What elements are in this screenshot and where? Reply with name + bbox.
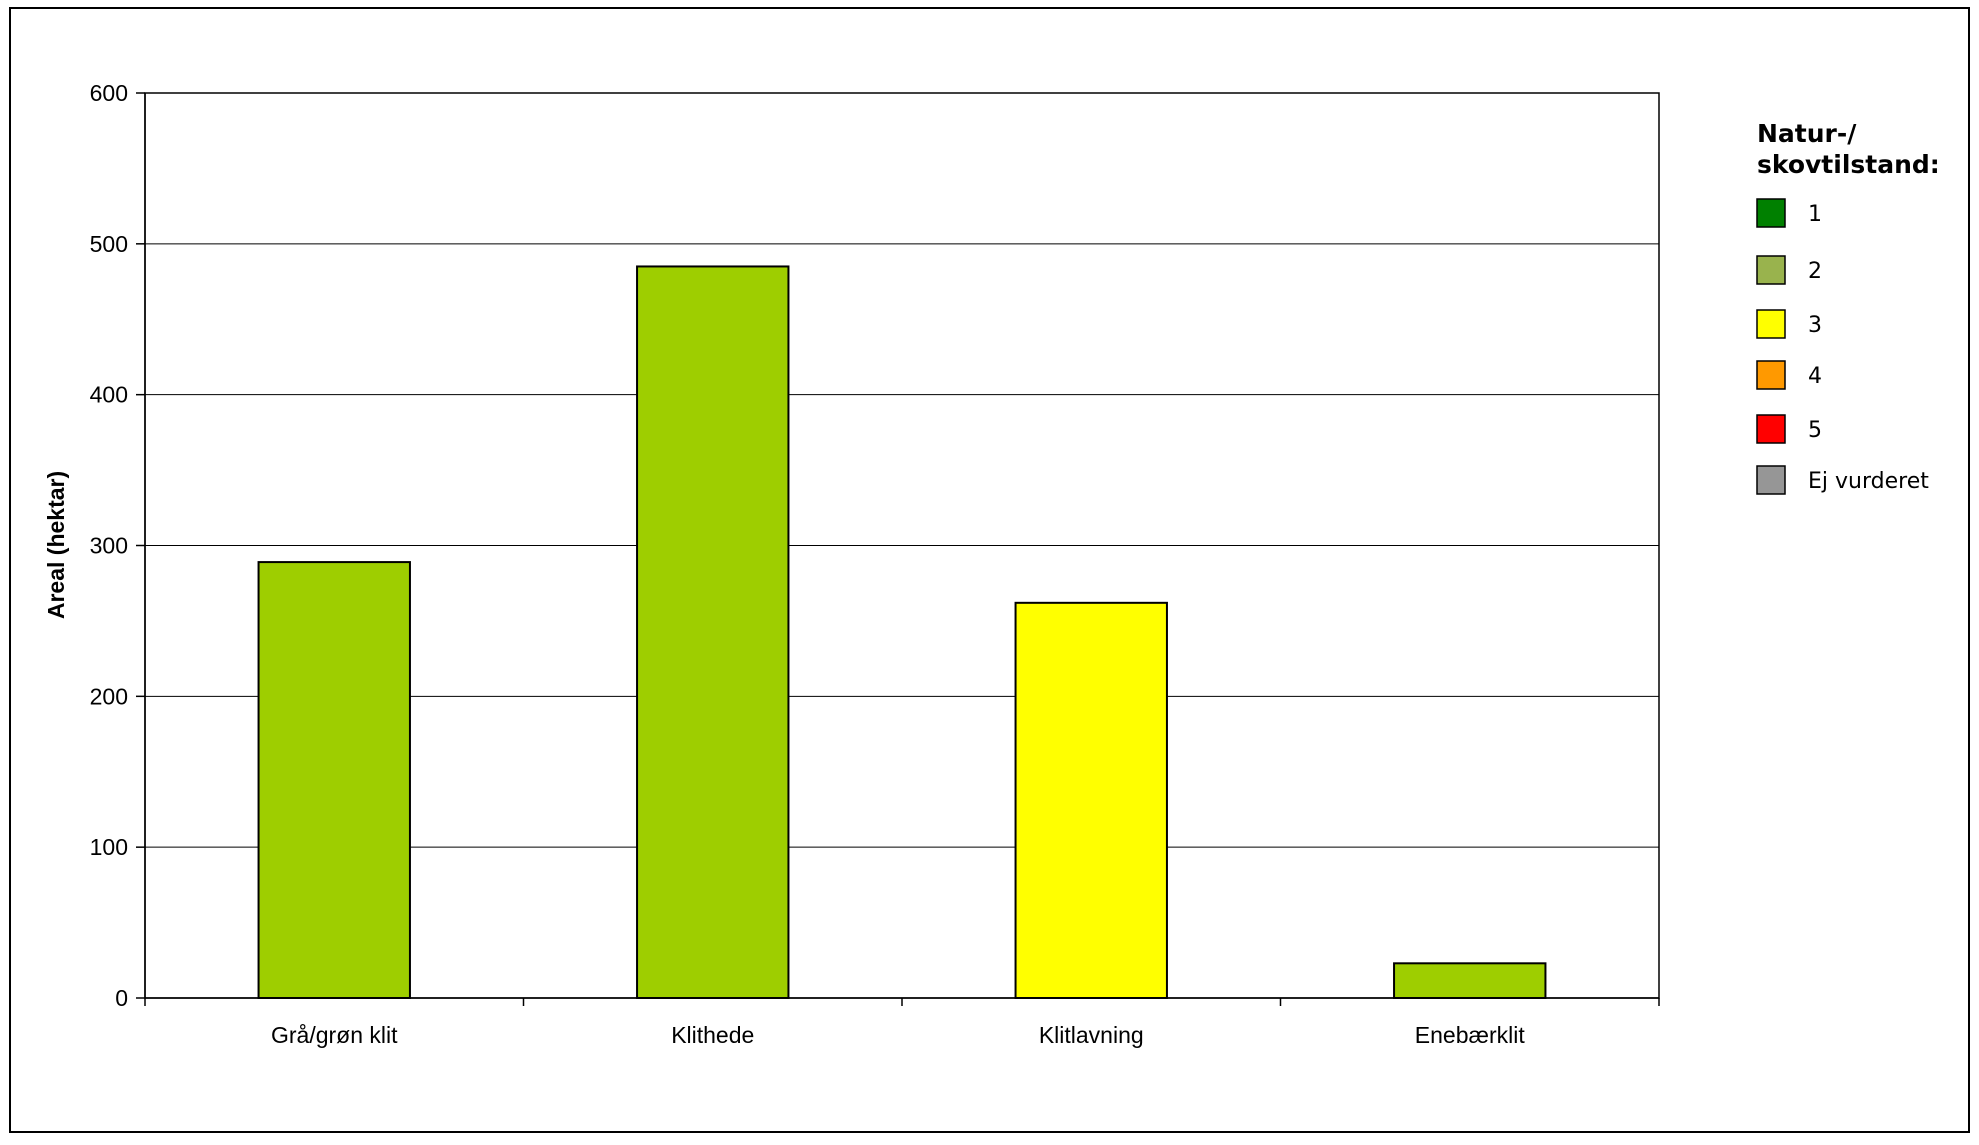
legend-label: 3 <box>1808 313 1822 338</box>
y-tick-label: 100 <box>90 834 128 860</box>
x-tick-label: Klithede <box>671 1022 754 1048</box>
legend-label: 4 <box>1808 364 1822 389</box>
bar-2 <box>636 265 790 1000</box>
y-tick-label: 500 <box>90 231 128 257</box>
legend-title: skovtilstand: <box>1757 150 1940 179</box>
legend-label: Ej vurderet <box>1808 469 1929 494</box>
legend-label: 2 <box>1808 259 1822 284</box>
bar-1 <box>257 561 411 999</box>
legend-label: 1 <box>1808 202 1822 227</box>
bar-4 <box>1393 962 1547 1000</box>
legend-swatch-1 <box>1756 198 1786 228</box>
axes <box>136 92 1660 1006</box>
bars <box>257 265 1547 1000</box>
y-tick-label: 0 <box>115 985 128 1011</box>
legend-swatch-4 <box>1756 360 1786 390</box>
legend-swatch-5 <box>1756 414 1786 444</box>
y-tick-label: 400 <box>90 382 128 408</box>
x-tick-label: Grå/grøn klit <box>271 1022 398 1048</box>
tick-labels: 0 100 200 300 400 500 600 Grå/grøn klit Klithede… <box>90 80 1526 1048</box>
legend-swatch-2 <box>1756 255 1786 285</box>
legend-label: 5 <box>1808 418 1822 443</box>
y-tick-label: 300 <box>90 533 128 559</box>
y-tick-label: 600 <box>90 80 128 106</box>
legend: Natur-/skovtilstand: 1 2 3 4 5 Ej vurderet <box>1756 119 1940 495</box>
legend-title: Natur-/ <box>1757 119 1857 148</box>
legend-swatch-3 <box>1756 309 1786 339</box>
y-tick-label: 200 <box>90 683 128 709</box>
y-axis-label: Areal (hektar) <box>43 471 69 619</box>
bar-3 <box>1014 601 1168 999</box>
x-tick-label: Klitlavning <box>1039 1022 1144 1048</box>
legend-swatch-6 <box>1756 465 1786 495</box>
x-tick-label: Enebærklit <box>1415 1022 1526 1048</box>
